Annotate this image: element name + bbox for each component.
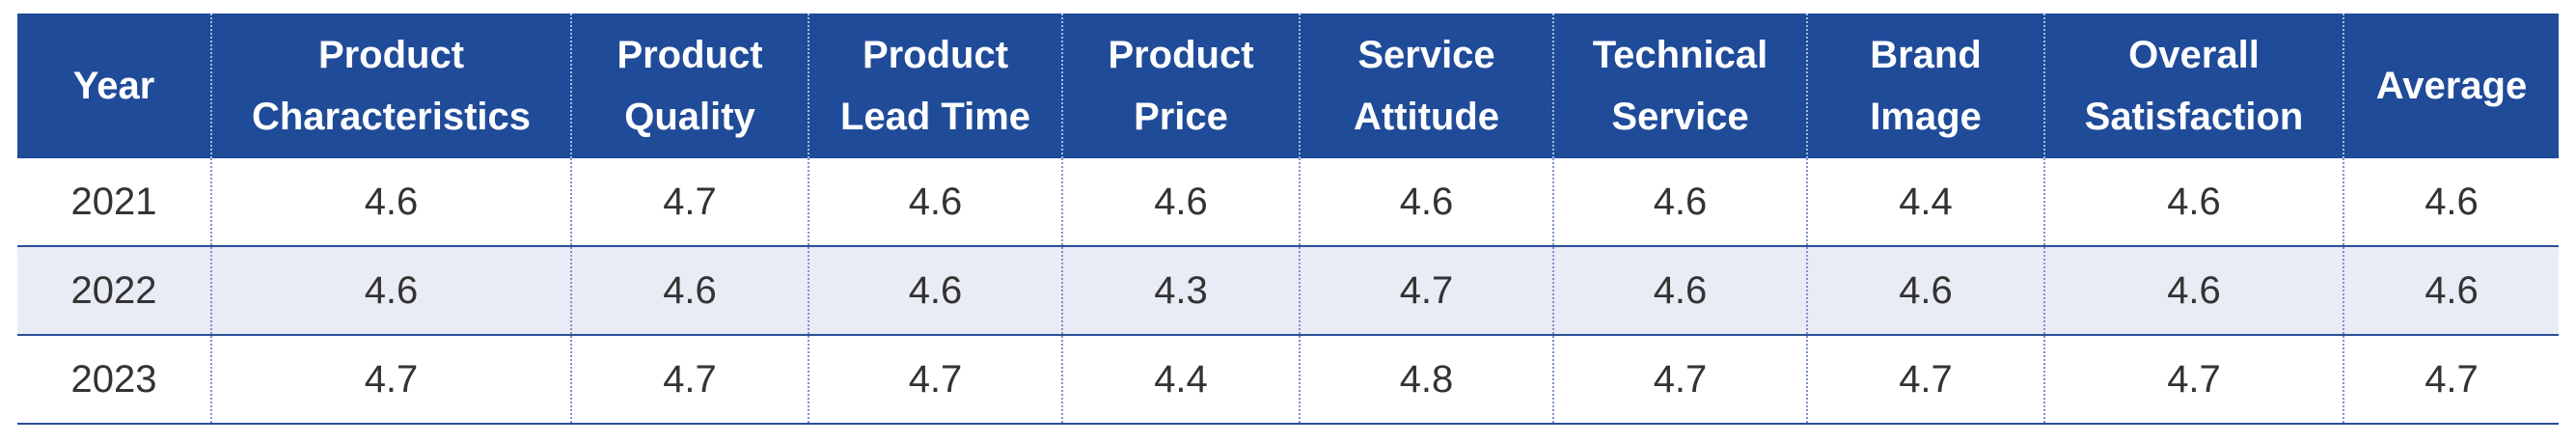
header-overall-satisfaction: Overall Satisfaction bbox=[2043, 14, 2343, 158]
table-row: 2022 4.6 4.6 4.6 4.3 4.7 4.6 4.6 4.6 4.6 bbox=[17, 246, 2559, 336]
cell-product-characteristics: 4.6 bbox=[210, 158, 571, 247]
cell-product-characteristics: 4.6 bbox=[210, 246, 571, 336]
table-row: 2023 4.7 4.7 4.7 4.4 4.8 4.7 4.7 4.7 4.7 bbox=[17, 335, 2559, 425]
cell-technical-service: 4.7 bbox=[1552, 335, 1807, 425]
header-average: Average bbox=[2343, 14, 2559, 158]
cell-brand-image: 4.6 bbox=[1806, 246, 2044, 336]
cell-brand-image: 4.4 bbox=[1806, 158, 2044, 247]
cell-service-attitude: 4.8 bbox=[1299, 335, 1553, 425]
header-brand-image: Brand Image bbox=[1806, 14, 2044, 158]
cell-overall-satisfaction: 4.6 bbox=[2043, 158, 2343, 247]
header-product-price: Product Price bbox=[1061, 14, 1300, 158]
header-product-lead-time: Product Lead Time bbox=[808, 14, 1062, 158]
header-product-quality: Product Quality bbox=[570, 14, 808, 158]
cell-technical-service: 4.6 bbox=[1552, 246, 1807, 336]
cell-average: 4.6 bbox=[2343, 158, 2559, 247]
cell-product-quality: 4.7 bbox=[570, 158, 808, 247]
cell-service-attitude: 4.7 bbox=[1299, 246, 1553, 336]
cell-year: 2023 bbox=[17, 335, 211, 425]
cell-average: 4.7 bbox=[2343, 335, 2559, 425]
cell-technical-service: 4.6 bbox=[1552, 158, 1807, 247]
cell-overall-satisfaction: 4.6 bbox=[2043, 246, 2343, 336]
cell-product-price: 4.3 bbox=[1061, 246, 1300, 336]
cell-product-quality: 4.7 bbox=[570, 335, 808, 425]
cell-service-attitude: 4.6 bbox=[1299, 158, 1553, 247]
header-service-attitude: Service Attitude bbox=[1299, 14, 1553, 158]
cell-product-price: 4.6 bbox=[1061, 158, 1300, 247]
header-product-characteristics: Product Characteristics bbox=[210, 14, 571, 158]
cell-product-lead-time: 4.7 bbox=[808, 335, 1062, 425]
cell-overall-satisfaction: 4.7 bbox=[2043, 335, 2343, 425]
header-row: Year Product Characteristics Product Qua… bbox=[17, 14, 2559, 158]
cell-product-price: 4.4 bbox=[1061, 335, 1300, 425]
cell-product-characteristics: 4.7 bbox=[210, 335, 571, 425]
cell-year: 2021 bbox=[17, 158, 211, 247]
cell-product-lead-time: 4.6 bbox=[808, 246, 1062, 336]
cell-average: 4.6 bbox=[2343, 246, 2559, 336]
cell-product-lead-time: 4.6 bbox=[808, 158, 1062, 247]
cell-product-quality: 4.6 bbox=[570, 246, 808, 336]
satisfaction-table: Year Product Characteristics Product Qua… bbox=[17, 14, 2559, 425]
table-row: 2021 4.6 4.7 4.6 4.6 4.6 4.6 4.4 4.6 4.6 bbox=[17, 158, 2559, 247]
cell-year: 2022 bbox=[17, 246, 211, 336]
satisfaction-table-container: Year Product Characteristics Product Qua… bbox=[17, 14, 2559, 425]
header-technical-service: Technical Service bbox=[1552, 14, 1807, 158]
cell-brand-image: 4.7 bbox=[1806, 335, 2044, 425]
header-year: Year bbox=[17, 14, 211, 158]
